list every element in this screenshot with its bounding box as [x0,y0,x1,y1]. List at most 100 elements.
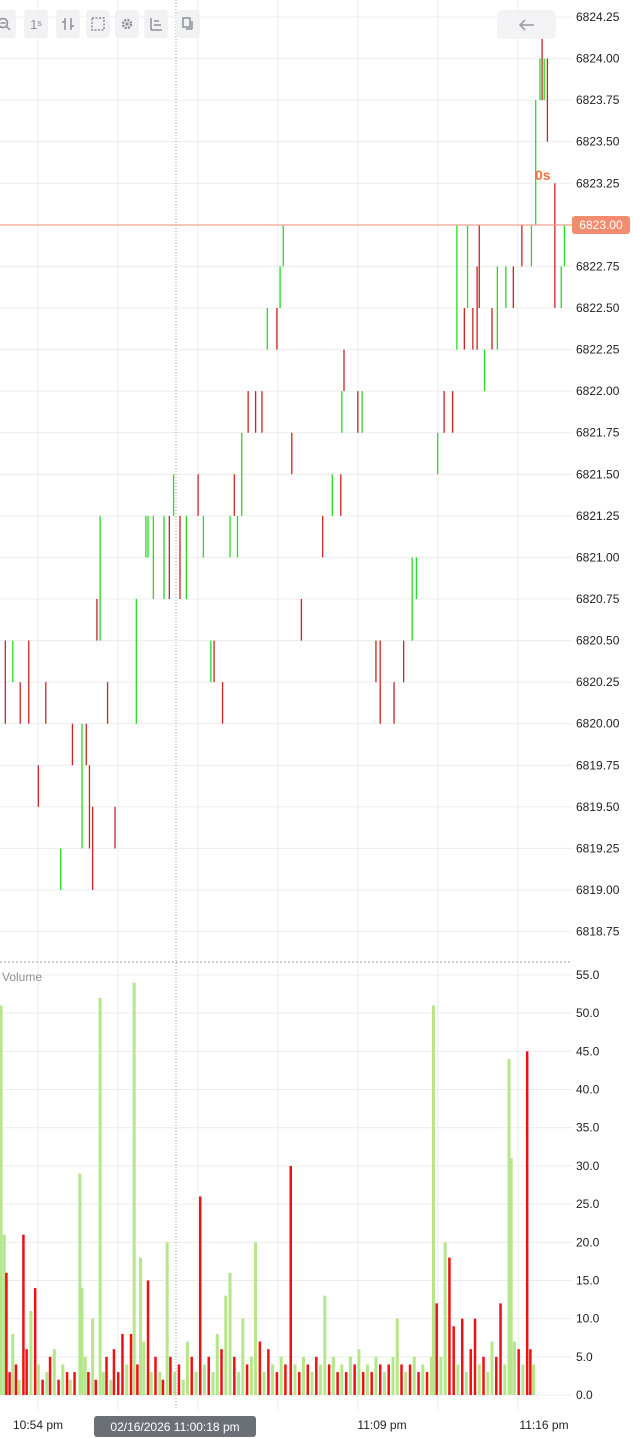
volume-bar [2,1234,6,1395]
time-tick-label: 11:16 pm [519,1418,568,1432]
volume-bar [165,1242,169,1395]
price-tick-label: 6823.75 [576,93,620,107]
volume-bar [132,982,136,1395]
price-axis: 6818.75 6819.00 6819.25 6819.50 6819.75 6820.… [576,10,620,939]
volume-bar [417,1372,420,1395]
volume-bar [353,1364,356,1395]
volume-bar [532,1364,536,1395]
volume-bar [233,1356,236,1395]
volume-bar [98,997,102,1395]
price-tick-label: 6822.75 [576,259,620,273]
price-tick-label: 6820.50 [576,634,620,648]
volume-bar [391,1356,395,1395]
volume-bar [154,1356,157,1395]
volume-tick-label: 55.0 [576,968,600,982]
price-tick-label: 6823.25 [576,176,620,190]
volume-bar [306,1364,310,1395]
volume-bar [29,1311,33,1395]
volume-bar [94,1379,98,1395]
volume-bar [249,1356,253,1395]
price-tick-label: 6822.50 [576,301,620,315]
volume-bar [237,1372,241,1395]
volume-bar [202,1364,206,1395]
volume-bar [404,1372,408,1395]
price-tick-label: 6820.00 [576,717,620,731]
volume-bar [408,1364,412,1395]
volume-bar [146,1280,150,1395]
volume-bar [400,1364,403,1395]
volume-bar [357,1349,361,1395]
volume-bar [452,1326,455,1395]
svg-text:6823.00: 6823.00 [579,218,623,232]
volume-bar [181,1379,185,1395]
volume-bar [48,1356,52,1395]
volume-bar [116,1372,120,1395]
grid [0,0,572,1410]
volume-bar [52,1349,56,1395]
volume-bar [293,1364,297,1395]
volume-bar [121,1333,124,1395]
volume-bar [319,1364,323,1395]
volume-bar [112,1349,116,1395]
volume-bar [327,1364,331,1395]
volume-bar [348,1356,352,1395]
volume-bar [529,1349,532,1395]
volume-bar [241,1318,245,1395]
volume-bar [207,1356,210,1395]
price-bars [4,17,566,890]
selection-box-icon[interactable] [86,10,110,38]
volume-bar [245,1364,249,1395]
zoom-out-icon[interactable] [0,10,16,38]
volume-bar [331,1356,335,1395]
price-tick-label: 6821.00 [576,550,620,564]
volume-bar [289,1165,292,1395]
volume-bar [0,1005,3,1395]
volume-tick-label: 35.0 [576,1121,600,1135]
price-tick-label: 6819.00 [576,883,620,897]
volume-bar [387,1364,390,1395]
time-tick-label: 10:54 pm [13,1418,63,1432]
interval-label: 1ˢ [30,16,42,32]
volume-bar [224,1295,228,1395]
price-tick-label: 6820.25 [576,675,620,689]
price-tick-label: 6824.25 [576,10,620,24]
volume-bar [33,1288,37,1395]
volume-bar [412,1356,416,1395]
last-price-tag: 6823.00 [572,216,630,234]
volume-bar [65,1372,69,1395]
volume-bar [473,1318,477,1395]
indicators-icon[interactable] [144,10,168,38]
back-button[interactable] [497,10,556,39]
candle-type-icon[interactable] [56,10,80,38]
volume-bar [161,1379,165,1395]
volume-tick-label: 5.0 [576,1350,593,1364]
volume-bar [22,1234,25,1395]
price-tick-label: 6823.50 [576,135,620,149]
layout-icon[interactable] [176,10,200,38]
volume-bar [78,1173,82,1395]
volume-bar [190,1356,193,1395]
price-tick-label: 6821.25 [576,509,620,523]
volume-bar [57,1379,60,1395]
volume-bar [254,1242,258,1395]
chart-toolbar: 1ˢ [0,10,210,38]
volume-bar [220,1349,223,1395]
volume-tick-label: 30.0 [576,1159,600,1173]
volume-bar [109,1379,113,1395]
volume-tick-label: 10.0 [576,1312,600,1326]
volume-bar [185,1341,189,1395]
volume-bar [25,1349,28,1395]
volume-bar [499,1303,502,1395]
interval-button[interactable]: 1ˢ [24,10,48,38]
volume-bar [509,1158,513,1395]
gear-icon[interactable] [115,10,139,38]
volume-bar [142,1341,146,1395]
volume-bar [149,1372,153,1395]
volume-bar [271,1364,275,1395]
volume-bar [125,1364,129,1395]
arrow-left-icon [518,18,534,31]
volume-bar [169,1356,172,1395]
volume-bar [378,1364,382,1395]
volume-bar [340,1364,344,1395]
